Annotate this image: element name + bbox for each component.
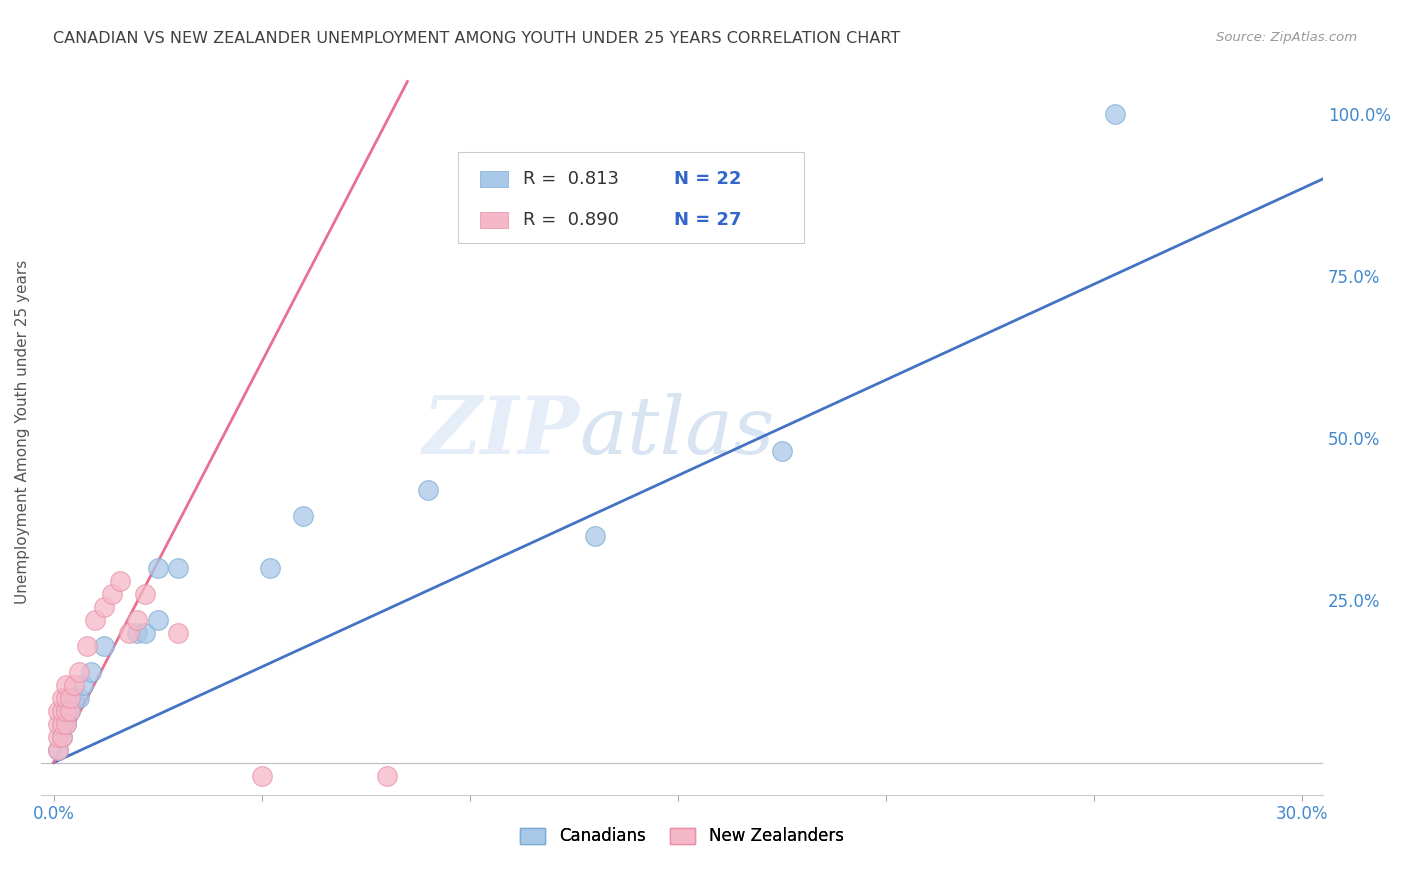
Point xyxy=(51,730,73,744)
Point xyxy=(167,626,190,640)
Point xyxy=(72,678,94,692)
Point xyxy=(292,509,315,524)
Point xyxy=(63,678,86,692)
Point xyxy=(146,561,169,575)
Point xyxy=(59,704,82,718)
Text: atlas: atlas xyxy=(579,393,775,471)
Point xyxy=(1104,107,1126,121)
Point xyxy=(46,716,69,731)
Point xyxy=(80,665,103,679)
Point xyxy=(51,704,73,718)
Point xyxy=(59,704,82,718)
Point xyxy=(84,613,107,627)
Point xyxy=(51,716,73,731)
FancyBboxPatch shape xyxy=(458,152,804,243)
FancyBboxPatch shape xyxy=(479,212,508,228)
Point xyxy=(51,716,73,731)
Point xyxy=(117,626,139,640)
Point xyxy=(67,665,90,679)
Point xyxy=(93,639,115,653)
Point xyxy=(55,704,77,718)
Point xyxy=(134,626,156,640)
Point xyxy=(55,716,77,731)
Point xyxy=(63,690,86,705)
FancyBboxPatch shape xyxy=(479,170,508,186)
Point xyxy=(46,730,69,744)
Point xyxy=(55,704,77,718)
Point xyxy=(125,613,148,627)
Legend: Canadians, New Zealanders: Canadians, New Zealanders xyxy=(513,821,851,852)
Point xyxy=(55,716,77,731)
Text: N = 22: N = 22 xyxy=(675,169,742,187)
Point xyxy=(770,444,793,458)
Text: CANADIAN VS NEW ZEALANDER UNEMPLOYMENT AMONG YOUTH UNDER 25 YEARS CORRELATION CH: CANADIAN VS NEW ZEALANDER UNEMPLOYMENT A… xyxy=(53,31,901,46)
Point xyxy=(101,587,124,601)
Point xyxy=(259,561,281,575)
Point xyxy=(46,704,69,718)
Y-axis label: Unemployment Among Youth under 25 years: Unemployment Among Youth under 25 years xyxy=(15,260,30,604)
Point xyxy=(108,574,131,588)
Point xyxy=(250,769,273,783)
Text: ZIP: ZIP xyxy=(423,393,579,471)
Text: Source: ZipAtlas.com: Source: ZipAtlas.com xyxy=(1216,31,1357,45)
Point xyxy=(125,626,148,640)
Text: N = 27: N = 27 xyxy=(675,211,742,229)
Point xyxy=(134,587,156,601)
Point xyxy=(46,742,69,756)
Point xyxy=(67,690,90,705)
Point xyxy=(583,528,606,542)
Point xyxy=(55,690,77,705)
Point xyxy=(51,690,73,705)
Point xyxy=(146,613,169,627)
Point xyxy=(51,730,73,744)
Point xyxy=(167,561,190,575)
Text: R =  0.890: R = 0.890 xyxy=(523,211,619,229)
Point xyxy=(418,483,440,498)
Point xyxy=(76,639,98,653)
Text: R =  0.813: R = 0.813 xyxy=(523,169,619,187)
Point xyxy=(46,742,69,756)
Point xyxy=(93,599,115,614)
Point xyxy=(55,678,77,692)
Point xyxy=(59,690,82,705)
Point xyxy=(375,769,398,783)
